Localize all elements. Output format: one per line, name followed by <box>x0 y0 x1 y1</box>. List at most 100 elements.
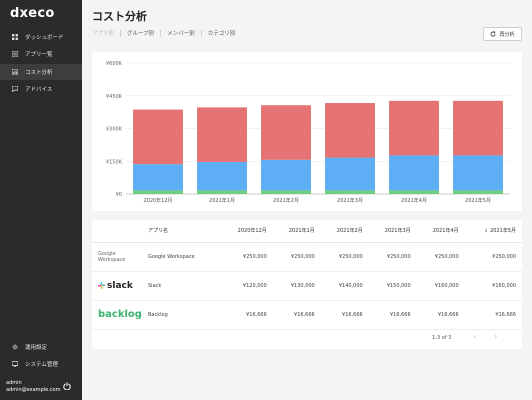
grid-icon <box>12 34 18 40</box>
cost-cell: ¥16,666 <box>272 300 321 330</box>
cost-cell: ¥140,000 <box>320 271 369 301</box>
reanalyze-label: 再分析 <box>499 31 515 38</box>
column-header-month[interactable]: 2021年1月 <box>272 220 321 243</box>
column-header-month[interactable]: 2021年4月 <box>416 220 465 243</box>
column-header-app-name[interactable]: アプリ名 <box>142 220 220 243</box>
user-name: admin <box>6 380 22 386</box>
cost-cell: ¥16,666 <box>368 300 417 330</box>
x-tick-label: 2021年2月 <box>273 197 299 204</box>
cost-cell: ¥16,666 <box>220 300 273 330</box>
sidebar-item-system[interactable]: システム管理 <box>0 356 82 372</box>
google-workspace-logo: Google Workspace <box>98 250 126 263</box>
cost-cell: ¥16,666 <box>416 300 465 330</box>
pagination: 1-3 of 3 ‹ › <box>92 329 522 349</box>
slack-mark-icon <box>98 282 105 289</box>
pagination-count: 1-3 of 3 <box>432 335 452 341</box>
bar-segment <box>133 109 183 165</box>
tab-divider <box>200 29 202 37</box>
tab-divider <box>160 29 162 37</box>
bar-segment <box>197 190 247 194</box>
tab-by-category[interactable]: カテゴリ別 <box>207 31 236 37</box>
tab-by-member[interactable]: メンバー別 <box>167 31 195 37</box>
bar-segment <box>261 190 311 194</box>
y-tick-label: ¥600K <box>106 61 123 67</box>
bar-segment <box>133 164 183 191</box>
table-row[interactable]: slack Slack ¥120,000 ¥130,000 ¥140,000 ¥… <box>92 271 522 301</box>
cost-cell: ¥16,666 <box>464 300 522 330</box>
table-header-row: アプリ名 2020年12月 2021年1月 2021年2月 2021年3月 20… <box>92 220 522 243</box>
app-logo-backlog: backlog <box>92 300 142 330</box>
app-logo[interactable]: dxeco <box>10 6 55 21</box>
table-row[interactable]: Google Workspace Google Workspace ¥250,0… <box>92 242 522 272</box>
bar-segment <box>325 157 375 191</box>
sidebar-item-label: ダッシュボード <box>25 35 64 41</box>
cost-cell: ¥250,000 <box>220 242 273 272</box>
cost-cell: ¥16,666 <box>320 300 369 330</box>
refresh-icon <box>491 31 496 37</box>
cost-cell: ¥160,000 <box>416 271 465 301</box>
cost-cell: ¥250,000 <box>464 242 522 272</box>
cost-cell: ¥150,000 <box>368 271 417 301</box>
column-header-logo <box>92 220 142 243</box>
bar-segment <box>325 190 375 194</box>
table-row[interactable]: backlog Backlog ¥16,666 ¥16,666 ¥16,666 … <box>92 300 522 330</box>
sidebar-item-label: システム管理 <box>25 362 58 368</box>
power-icon[interactable] <box>63 382 71 390</box>
cost-table-card: アプリ名 2020年12月 2021年1月 2021年2月 2021年3月 20… <box>92 220 522 349</box>
cost-table: アプリ名 2020年12月 2021年1月 2021年2月 2021年3月 20… <box>92 220 522 330</box>
backlog-logo: backlog <box>98 309 142 320</box>
user-info: admin admin@example.com <box>6 380 60 394</box>
cost-stacked-bar-chart: ¥0 ¥150K ¥300K ¥450K ¥600K 2020年12月 2021年1月 202… <box>106 61 510 204</box>
column-header-label: 2021年5月 <box>490 228 516 235</box>
slack-wordmark: slack <box>107 280 133 291</box>
app-name: Backlog <box>142 300 220 330</box>
reanalyze-button[interactable]: 再分析 <box>483 27 522 41</box>
cost-cell: ¥250,000 <box>416 242 465 272</box>
sidebar-item-settings[interactable]: 運用設定 <box>0 339 82 355</box>
page-title: コスト分析 <box>92 10 147 23</box>
gear-icon <box>12 344 18 350</box>
bar-segment <box>389 100 439 156</box>
sidebar-item-advice[interactable]: アドバイス <box>0 81 82 97</box>
monitor-icon <box>12 361 18 367</box>
bar-segment <box>453 100 503 156</box>
user-email: admin@example.com <box>6 387 61 393</box>
sort-down-icon: ↓ <box>483 228 489 235</box>
bar-segment <box>197 107 247 162</box>
bar-segment <box>261 105 311 160</box>
cost-cell: ¥160,000 <box>464 271 522 301</box>
cost-cell: ¥250,000 <box>272 242 321 272</box>
column-header-month-sorted[interactable]: ↓ 2021年5月 <box>464 220 522 243</box>
tab-by-app[interactable]: アプリ別 <box>92 31 115 37</box>
cost-cell: ¥120,000 <box>220 271 273 301</box>
chevron-right-icon[interactable]: › <box>494 332 498 341</box>
slack-logo: slack <box>98 281 142 291</box>
x-tick-label: 2021年5月 <box>465 197 491 204</box>
tab-by-group[interactable]: グループ別 <box>127 31 155 37</box>
sidebar-item-dashboard[interactable]: ダッシュボード <box>0 29 82 45</box>
x-tick-label: 2021年1月 <box>209 197 235 204</box>
sidebar-item-label: アドバイス <box>25 87 53 93</box>
y-tick-label: ¥300K <box>106 127 123 133</box>
chat-icon <box>12 86 18 92</box>
app-name: Google Workspace <box>142 242 220 272</box>
y-tick-label: ¥150K <box>106 159 123 165</box>
chart-icon <box>12 69 18 75</box>
chevron-left-icon[interactable]: ‹ <box>473 332 477 341</box>
sidebar-item-cost-analysis[interactable]: コスト分析 <box>0 64 82 80</box>
sidebar: dxeco ダッシュボード アプリ一覧 コスト分析 アドバイス 運用設定 シス <box>0 0 82 400</box>
x-tick-label: 2021年4月 <box>401 197 427 204</box>
bar-segment <box>389 155 439 191</box>
list-icon <box>12 51 18 57</box>
sidebar-item-app-list[interactable]: アプリ一覧 <box>0 46 82 62</box>
bar-segment <box>453 155 503 191</box>
y-tick-label: ¥450K <box>106 94 123 100</box>
column-header-month[interactable]: 2020年12月 <box>220 220 273 243</box>
column-header-month[interactable]: 2021年3月 <box>368 220 417 243</box>
bar-segment <box>389 190 439 194</box>
bar-segment <box>261 159 311 191</box>
app-logo-google-workspace: Google Workspace <box>92 242 142 272</box>
app-logo-slack: slack <box>92 271 142 301</box>
column-header-month[interactable]: 2021年2月 <box>320 220 369 243</box>
sidebar-item-label: コスト分析 <box>25 70 53 76</box>
